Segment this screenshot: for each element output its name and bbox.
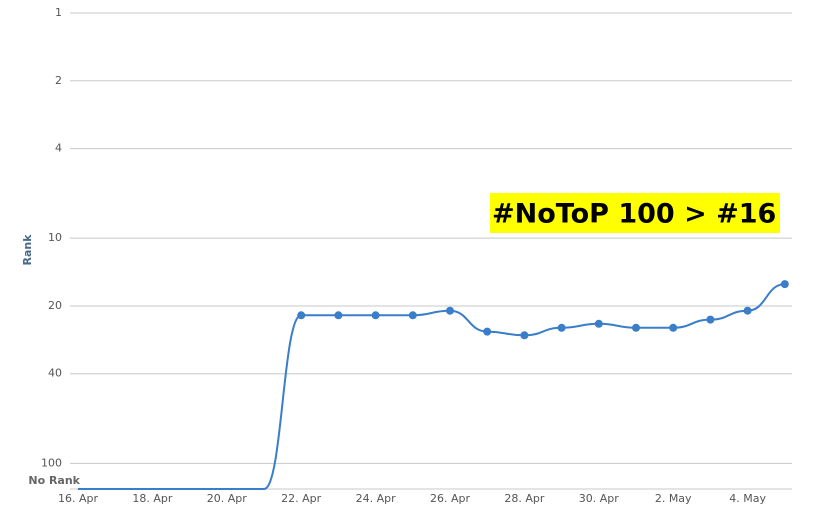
point (408, 311, 417, 320)
x-tick-label: 16. Apr (58, 492, 98, 505)
point (334, 311, 343, 320)
annotation-box (490, 193, 780, 233)
point (557, 323, 566, 332)
point (520, 331, 529, 340)
point (743, 306, 752, 315)
point (483, 327, 492, 336)
y-tick-label: 4 (55, 142, 62, 155)
y-axis-title: Rank (21, 234, 34, 266)
point (669, 323, 678, 332)
x-tick-label: 24. Apr (356, 492, 396, 505)
annotation: #NoToP 100 > #16 (492, 199, 776, 230)
y-tick-label: 1 (55, 6, 62, 19)
y-tick-label: 100 (41, 456, 62, 469)
y-tick-label: 2 (55, 74, 62, 87)
y-tick-label: No Rank (28, 474, 80, 487)
point (297, 311, 306, 320)
x-tick-label: 2. May (655, 492, 692, 505)
x-tick-label: 26. Apr (430, 492, 470, 505)
point (594, 319, 603, 328)
x-tick-label: 28. Apr (504, 492, 544, 505)
x-tick-label: 18. Apr (132, 492, 172, 505)
y-tick-label: 40 (48, 367, 62, 380)
x-tick-label: 20. Apr (207, 492, 247, 505)
y-tick-label: 10 (48, 231, 62, 244)
y-tick-label: 20 (48, 299, 62, 312)
point (371, 311, 380, 320)
x-tick-label: 30. Apr (579, 492, 619, 505)
point (780, 280, 789, 289)
point (632, 323, 640, 332)
point (706, 315, 715, 324)
x-tick-label: 4. May (729, 492, 766, 505)
line (78, 283, 785, 490)
x-tick-label: 22. Apr (281, 492, 321, 505)
point (446, 306, 454, 315)
